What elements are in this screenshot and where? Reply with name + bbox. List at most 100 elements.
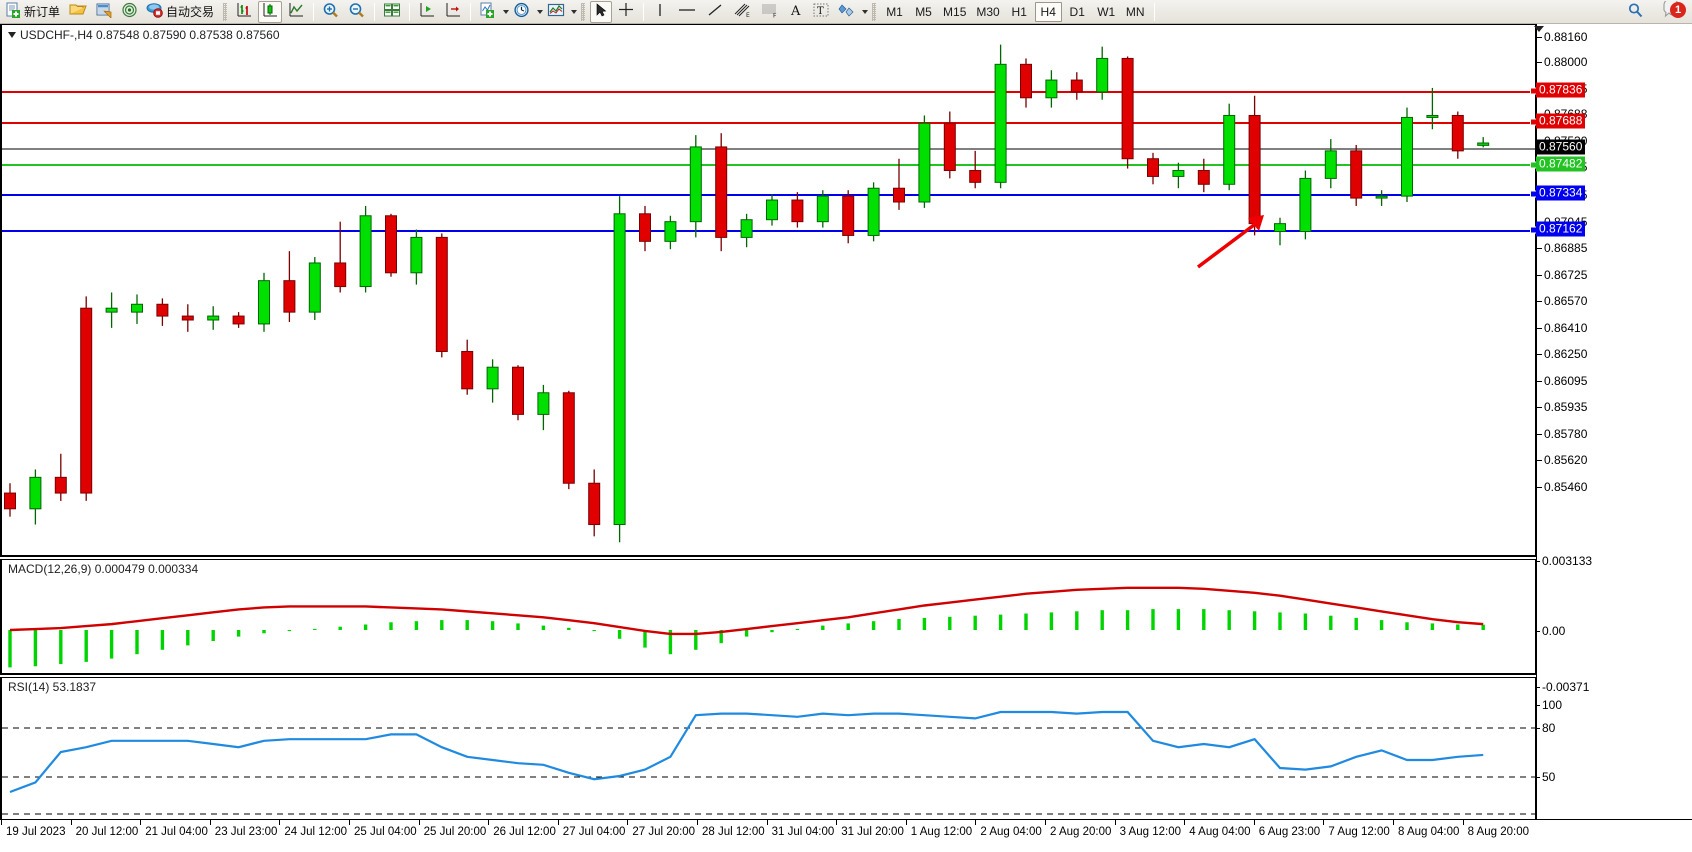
new-order-button[interactable]: 新订单: [3, 1, 64, 23]
timeframe-h4[interactable]: H4: [1034, 1, 1062, 22]
rsi-line: [9, 710, 1484, 794]
indicator-tick-label: -0.00371: [1534, 680, 1590, 694]
price-level-label[interactable]: 0.87482: [1536, 156, 1586, 172]
price-level-label[interactable]: 0.87688: [1536, 113, 1586, 129]
candle-body: [461, 350, 474, 390]
timeframe-mn[interactable]: MN: [1125, 4, 1145, 19]
candle-body: [207, 315, 220, 321]
candle-body: [1172, 170, 1185, 177]
price-axis[interactable]: 0.881600.880000.878450.876880.875300.873…: [1530, 24, 1692, 819]
add-indicator-button[interactable]: [476, 1, 500, 23]
time-tick-label: 7 Aug 12:00: [1323, 819, 1390, 838]
period-dropdown-caret[interactable]: [537, 9, 544, 14]
indicator-tick-label: 100: [1534, 698, 1563, 712]
profiles-button[interactable]: [66, 1, 90, 23]
equidistant-channel-tool-button[interactable]: E: [729, 1, 755, 23]
time-tick-label: 27 Jul 20:00: [627, 819, 696, 838]
cursor-tool-button[interactable]: [590, 0, 613, 23]
toolbar-separator-4: [470, 2, 472, 21]
toolbar-grip[interactable]: [223, 2, 228, 21]
price-pane[interactable]: USDCHF-,H4 0.87548 0.87590 0.87538 0.875…: [0, 24, 1536, 557]
price-level-label[interactable]: 0.87836: [1536, 82, 1586, 98]
fibonacci-tool-button[interactable]: F: [757, 1, 783, 23]
toolbar-separator-3: [409, 2, 411, 21]
notification-button[interactable]: 1: [1655, 0, 1689, 23]
indicator-tick-label: 0.00: [1534, 624, 1566, 638]
add-indicator-dropdown-caret[interactable]: [503, 9, 510, 14]
timeframe-m15[interactable]: M15: [943, 4, 967, 19]
zoom-in-button[interactable]: [319, 1, 343, 23]
time-axis[interactable]: 19 Jul 2023 20 Jul 12:00 21 Jul 04:00 23 Ju…: [0, 819, 1692, 852]
timeframe-m1[interactable]: M1: [886, 4, 903, 19]
text-a-icon: A: [788, 2, 804, 21]
candle-body: [232, 315, 245, 325]
rsi-pane[interactable]: RSI(14) 53.1837: [0, 677, 1536, 819]
price-tick-label: 0.88000: [1536, 55, 1588, 69]
shapes-tool-button[interactable]: [835, 1, 859, 23]
templates-dropdown-caret[interactable]: [571, 9, 578, 14]
text-tool-button[interactable]: A: [785, 1, 807, 23]
candle-body: [1477, 142, 1490, 146]
navigator-button[interactable]: [118, 1, 142, 23]
chevron-down-icon[interactable]: [8, 32, 16, 38]
price-level-label[interactable]: 0.87560: [1536, 139, 1586, 155]
templates-button[interactable]: [544, 1, 568, 23]
timeframe-m5[interactable]: M5: [915, 4, 932, 19]
candle-body: [867, 187, 880, 236]
auto-trading-button[interactable]: 自动交易: [144, 1, 218, 23]
chart-area: USDCHF-,H4 0.87548 0.87590 0.87538 0.875…: [0, 24, 1692, 852]
candlestick-chart-button[interactable]: [258, 0, 283, 23]
candle-body: [689, 146, 702, 223]
candle-body: [1350, 150, 1363, 199]
tile-windows-button[interactable]: [380, 1, 404, 23]
candle-body: [740, 219, 753, 238]
candle-body: [1096, 57, 1109, 93]
toolbar-grip-2[interactable]: [581, 2, 586, 21]
timeframe-d1[interactable]: D1: [1069, 4, 1085, 19]
price-level-label[interactable]: 0.87334: [1536, 185, 1586, 201]
main-toolbar: 新订单: [0, 0, 1692, 24]
svg-text:F: F: [773, 13, 777, 19]
timeframe-m30[interactable]: M30: [976, 4, 1000, 19]
timeframe-w1[interactable]: W1: [1097, 4, 1116, 19]
market-watch-button[interactable]: [92, 1, 116, 23]
timeframe-h1[interactable]: H1: [1011, 4, 1027, 19]
candle-body: [29, 476, 42, 510]
new-order-icon: [5, 2, 22, 22]
vertical-line-tool-button[interactable]: [649, 1, 671, 23]
candle-body: [80, 307, 93, 494]
toolbar-separator-5: [643, 2, 645, 21]
search-button[interactable]: [1624, 1, 1648, 23]
toolbar-grip-3[interactable]: [872, 2, 877, 21]
period-button[interactable]: [510, 1, 534, 23]
time-tick-label: 25 Jul 20:00: [418, 819, 487, 838]
line-chart-button[interactable]: [284, 1, 308, 23]
folder-icon: [69, 2, 87, 21]
candle-body: [334, 262, 347, 288]
tile-windows-icon: [383, 2, 401, 21]
price-tick-label: 0.86250: [1536, 347, 1588, 361]
search-icon: [1627, 2, 1645, 22]
collapse-caret-icon[interactable]: [1534, 26, 1544, 32]
candle-body: [181, 315, 194, 321]
price-tick-label: 0.86885: [1536, 241, 1588, 255]
candle-body: [131, 303, 143, 313]
auto-scroll-button[interactable]: [441, 1, 465, 23]
bar-chart-button[interactable]: [232, 1, 256, 23]
zoom-out-button[interactable]: [345, 1, 369, 23]
horizontal-line-tool-button[interactable]: [673, 1, 701, 23]
zoom-out-icon: [348, 2, 366, 21]
candle-body: [1324, 150, 1337, 179]
candle-body: [791, 199, 804, 223]
chart-shift-button[interactable]: [415, 1, 439, 23]
shapes-dropdown-caret[interactable]: [862, 9, 869, 14]
rsi-chart-svg: [2, 710, 1535, 815]
text-label-tool-button[interactable]: T: [809, 1, 833, 23]
crosshair-tool-button[interactable]: [614, 1, 638, 23]
price-level-label[interactable]: 0.87162: [1536, 221, 1586, 237]
trendline-tool-button[interactable]: [703, 1, 727, 23]
macd-pane[interactable]: MACD(12,26,9) 0.000479 0.000334: [0, 559, 1536, 675]
candle-body: [1401, 116, 1413, 197]
line-chart-icon: [287, 2, 305, 21]
time-tick-label: 4 Aug 04:00: [1184, 819, 1251, 838]
